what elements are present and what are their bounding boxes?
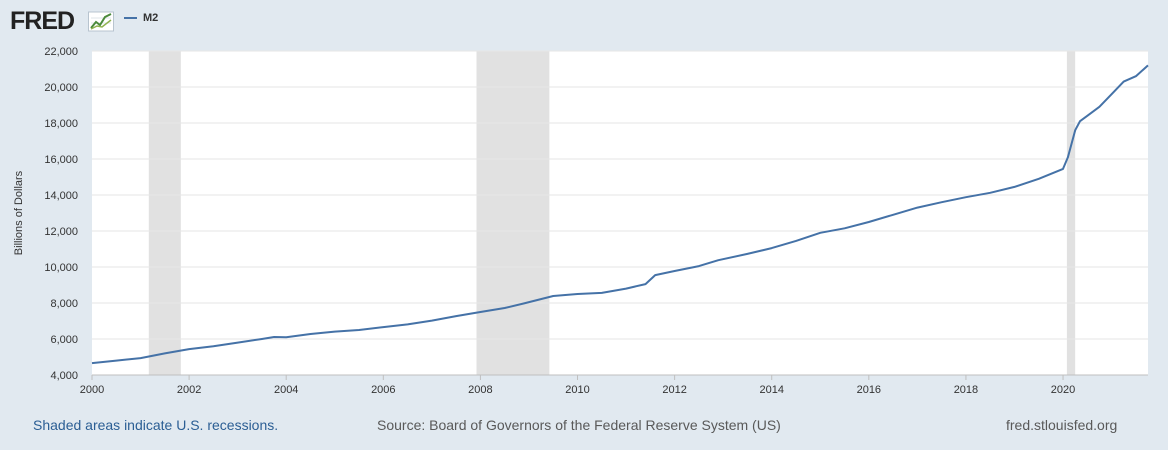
- y-tick-label: 8,000: [50, 298, 78, 310]
- y-tick-label: 22,000: [44, 46, 78, 58]
- line-chart: 4,000 6,000 8,000 10,000 12,000 14,000 16,000 1…: [13, 46, 1149, 396]
- x-tick-label: 2012: [662, 384, 686, 396]
- plot-area: [92, 51, 1148, 375]
- y-tick-label: 18,000: [44, 118, 78, 130]
- legend-label: M2: [143, 12, 159, 24]
- recession-band: [1066, 51, 1076, 375]
- site-link[interactable]: fred.stlouisfed.org: [1006, 417, 1118, 433]
- x-tick-label: 2006: [371, 384, 395, 396]
- x-tick-label: 2008: [468, 384, 492, 396]
- chart-legend: M2: [124, 12, 158, 24]
- x-tick-label: 2016: [857, 384, 881, 396]
- y-tick-label: 4,000: [50, 370, 78, 382]
- y-tick-label: 20,000: [44, 82, 78, 94]
- y-tick-label: 10,000: [44, 262, 78, 274]
- x-tick-label: 2004: [274, 384, 298, 396]
- fred-logo[interactable]: FRED: [10, 7, 75, 35]
- y-tick-label: 12,000: [44, 226, 78, 238]
- y-tick-label: 14,000: [44, 190, 78, 202]
- source-note: Source: Board of Governors of the Federa…: [377, 417, 781, 433]
- line-graph-icon: [88, 11, 114, 32]
- series-line-m2: [91, 64, 1149, 365]
- x-tick-label: 2018: [954, 384, 978, 396]
- y-axis-label: Billions of Dollars: [13, 170, 25, 255]
- legend-swatch: [124, 17, 137, 19]
- chart-header: FRED M2: [0, 0, 1168, 40]
- x-tick-label: 2020: [1051, 384, 1075, 396]
- x-tick-label: 2000: [80, 384, 104, 396]
- y-tick-label: 16,000: [44, 154, 78, 166]
- x-tick-label: 2014: [759, 384, 783, 396]
- x-tick-label: 2010: [565, 384, 589, 396]
- recession-band: [476, 51, 550, 375]
- y-tick-label: 6,000: [50, 334, 78, 346]
- x-tick-label: 2002: [177, 384, 201, 396]
- recession-band: [148, 51, 181, 375]
- recession-note[interactable]: Shaded areas indicate U.S. recessions.: [33, 417, 279, 433]
